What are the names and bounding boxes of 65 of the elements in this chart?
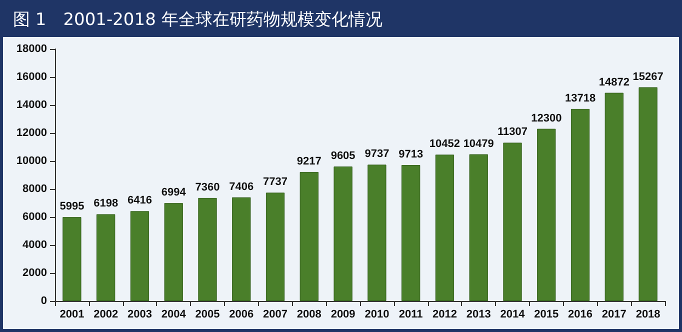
x-tick-label: 2016 [568, 308, 593, 320]
bar [402, 165, 420, 301]
y-tick-label: 4000 [22, 239, 47, 251]
data-label: 12300 [531, 112, 562, 124]
data-label: 9605 [330, 150, 356, 162]
y-tick-label: 6000 [22, 211, 47, 223]
bar [300, 172, 318, 301]
y-tick-label: 16000 [16, 71, 47, 83]
data-label: 5995 [60, 200, 84, 213]
y-tick-label: 0 [40, 295, 47, 307]
x-tick-label: 2010 [364, 308, 390, 320]
y-tick-label: 2000 [22, 267, 47, 279]
x-tick-label: 2006 [229, 308, 254, 320]
x-tick-label: 2011 [398, 308, 423, 320]
y-tick-label: 8000 [22, 183, 47, 195]
bar [368, 164, 386, 301]
x-tick-label: 2001 [60, 308, 84, 320]
data-label: 10479 [463, 138, 494, 150]
data-label: 9737 [364, 148, 390, 160]
bar [503, 142, 522, 301]
data-label: 6416 [127, 194, 152, 207]
x-tick-label: 2007 [263, 308, 288, 320]
x-tick-label: 2003 [127, 308, 152, 320]
bar [537, 128, 556, 301]
data-label: 7360 [195, 181, 220, 194]
bar [96, 214, 116, 301]
y-tick-label: 10000 [16, 155, 47, 167]
data-label: 11307 [498, 126, 528, 138]
chart-title: 图 1 2001-2018 年全球在研药物规模变化情况 [3, 3, 679, 37]
x-tick-label: 2008 [296, 308, 322, 320]
x-tick-label: 2017 [602, 308, 626, 320]
y-tick-label: 18000 [16, 43, 47, 55]
bar [604, 92, 624, 301]
bar [469, 154, 488, 301]
data-label: 7406 [229, 180, 254, 193]
data-label: 14872 [598, 76, 630, 88]
bar [334, 166, 352, 301]
bar [62, 217, 82, 301]
data-label: 6994 [161, 186, 187, 199]
x-tick-label: 2013 [466, 308, 491, 320]
bar [570, 108, 590, 301]
x-tick-label: 2005 [195, 308, 220, 320]
bar [164, 203, 183, 301]
y-tick-label: 12000 [16, 127, 47, 139]
bar [266, 192, 285, 301]
data-label: 10452 [429, 138, 460, 150]
data-label: 15267 [632, 70, 664, 83]
data-label: 13718 [564, 92, 596, 104]
x-tick-label: 2015 [534, 308, 559, 320]
data-label: 9217 [296, 155, 322, 168]
x-tick-label: 2002 [94, 308, 118, 320]
x-tick-label: 2018 [636, 308, 660, 320]
x-tick-label: 2012 [432, 308, 457, 320]
x-tick-label: 2009 [330, 308, 356, 320]
y-tick-label: 14000 [16, 99, 47, 111]
data-label: 6198 [94, 198, 118, 210]
bar [638, 87, 658, 301]
data-label: 9713 [398, 148, 424, 161]
x-tick-label: 2014 [500, 308, 526, 320]
bar [435, 154, 454, 301]
x-tick-label: 2004 [161, 308, 187, 320]
bar [130, 211, 150, 301]
data-label: 7737 [263, 176, 288, 188]
bar [198, 198, 217, 301]
bar [232, 197, 251, 301]
